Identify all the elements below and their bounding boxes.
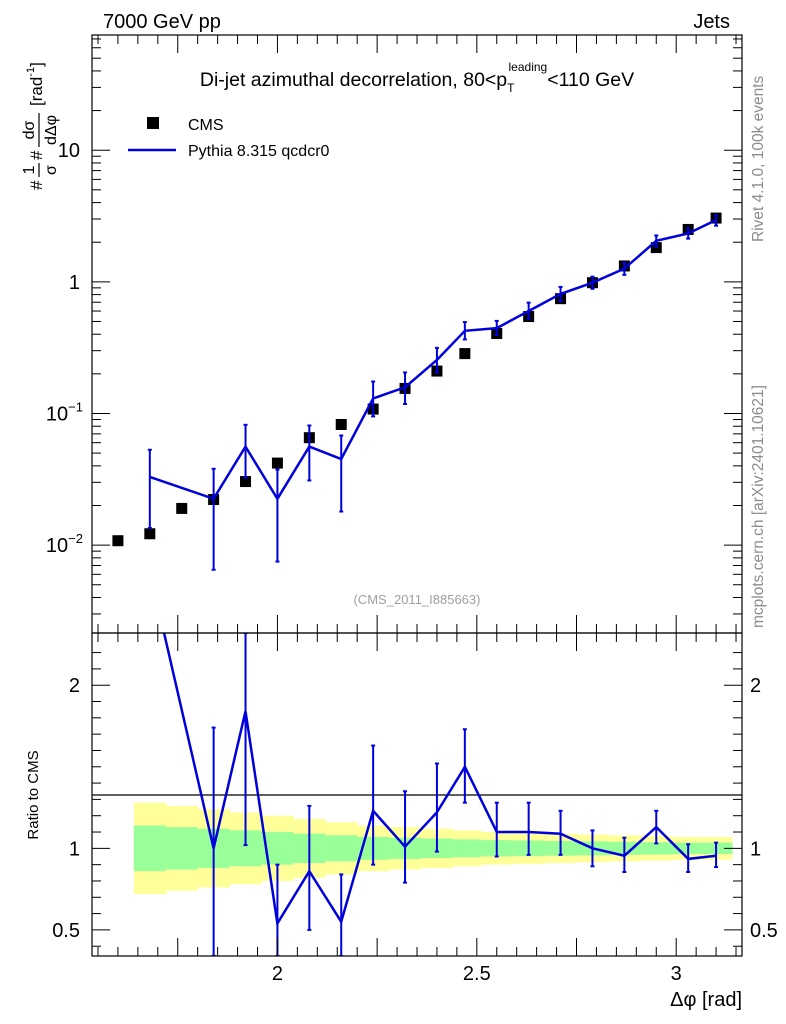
ratio-error-bar: [211, 726, 216, 956]
ratio-error-bar: [462, 728, 467, 804]
pythia-error-bar: [371, 380, 376, 418]
cms-point: [176, 502, 188, 514]
source-label: mcplots.cern.ch [arXiv:2401.10621]: [750, 385, 767, 628]
pythia-line: [149, 218, 717, 502]
ratio-error-bar: [558, 809, 563, 856]
cms-point: [240, 476, 252, 488]
x-tick-label: 3: [671, 963, 682, 985]
pythia-error-bar: [494, 319, 499, 336]
ratio-error-bar: [526, 801, 531, 856]
pythia-error-bar: [462, 321, 467, 341]
ratio-clipped-series: [162, 633, 719, 956]
cms-point: [459, 348, 471, 360]
ratio-band-green: [640, 842, 673, 855]
pythia-error-bar: [686, 227, 691, 240]
ratio-pythia-line: [162, 633, 717, 927]
main-y-tick-label: 10−2: [46, 531, 83, 557]
pythia-error-bar: [622, 261, 627, 276]
ratio-band-green: [452, 839, 482, 858]
plot-title: Di-jet azimuthal decorrelation, 80<pTlea…: [200, 60, 634, 95]
pythia-error-bar: [558, 285, 563, 303]
legend-cms-label: CMS: [188, 117, 224, 134]
ratio-error-bar: [686, 843, 691, 873]
ratio-series-pythia: [162, 633, 719, 956]
pythia-error-bar: [243, 423, 248, 479]
pythia-error-bar: [307, 424, 312, 482]
cms-point: [144, 528, 156, 540]
analysis-tag: (CMS_2011_I885663): [354, 592, 481, 607]
x-axis-label: Δφ [rad]: [670, 989, 742, 1011]
ratio-error-bar: [654, 809, 659, 845]
ratio-band-green: [165, 827, 199, 870]
cms-point: [271, 457, 283, 469]
svg-text:dΔφ: dΔφ: [43, 115, 60, 145]
ratio-error-bar: [714, 841, 719, 869]
main-y-tick-label: 1: [69, 272, 80, 294]
main-y-tick-label: 10−1: [46, 399, 83, 425]
main-axis-ticks: 10 1 10−1 10−2: [46, 35, 742, 633]
ratio-band-green: [704, 842, 733, 855]
pythia-error-bar: [403, 371, 408, 406]
ratio-error-bar: [434, 762, 439, 853]
ratio-error-bar: [622, 836, 627, 873]
svg-text:σ: σ: [43, 165, 60, 175]
pythia-error-bar: [590, 275, 595, 290]
svg-text:#: #: [27, 150, 46, 160]
ratio-y-axis-label: Ratio to CMS: [25, 750, 42, 839]
x-tick-label: 2: [272, 963, 283, 985]
ratio-error-bar: [307, 804, 312, 931]
svg-text:[rad-1]: [rad-1]: [25, 62, 46, 106]
cms-point: [335, 418, 347, 430]
ratio-error-bar: [494, 801, 499, 858]
ratio-y-tick-label-right: 1: [750, 838, 761, 860]
ratio-error-bar: [403, 790, 408, 884]
ratio-error-bar: [371, 744, 376, 866]
ratio-y-tick-label-left: 0.5: [52, 920, 80, 942]
pythia-error-bar: [526, 301, 531, 320]
pythia-error-bar: [275, 468, 280, 563]
ratio-y-tick-label-right: 0.5: [750, 920, 778, 942]
energy-label: 7000 GeV pp: [103, 11, 221, 33]
pythia-error-bar: [339, 434, 344, 513]
ratio-panel: 2 2 1 1 0.5 0.5 2 2.5 3 Ratio to CMS Δφ [rad]: [25, 632, 778, 1011]
main-y-tick-label: 10: [58, 140, 80, 162]
main-series-pythia: [147, 214, 719, 571]
svg-text:#: #: [27, 180, 46, 190]
ratio-y-tick-label-right: 2: [750, 675, 761, 697]
category-label: Jets: [693, 11, 730, 33]
legend-cms-marker: [147, 117, 159, 129]
svg-text:dσ: dσ: [21, 120, 38, 139]
ratio-band-green: [325, 835, 358, 862]
ratio-error-bar: [243, 633, 248, 847]
main-panel: 10 1 10−1 10−2 Di-jet azimuthal decorrelati…: [21, 34, 743, 634]
ratio-y-tick-label-left: 1: [69, 838, 80, 860]
main-y-axis-label: # 1 σ # dσ dΔφ [rad-1]: [21, 62, 60, 190]
ratio-error-bar: [339, 873, 344, 956]
cms-point: [112, 535, 124, 547]
x-tick-label: 2.5: [463, 963, 491, 985]
ratio-error-bar: [590, 829, 595, 868]
ratio-y-tick-label-left: 2: [69, 675, 80, 697]
pythia-error-bar: [147, 448, 152, 529]
pythia-error-bar: [654, 234, 659, 248]
pythia-error-bar: [211, 467, 216, 571]
pythia-error-bar: [714, 214, 719, 227]
ratio-axis-ticks: 2 2 1 1 0.5 0.5 2 2.5 3: [52, 633, 778, 985]
ratio-band-green: [133, 825, 167, 872]
legend-pythia-label: Pythia 8.315 qcdcr0: [188, 143, 330, 160]
svg-text:1: 1: [21, 165, 38, 174]
rivet-version-label: Rivet 4.1.0, 100k events: [750, 75, 767, 242]
pythia-error-bar: [434, 346, 439, 374]
